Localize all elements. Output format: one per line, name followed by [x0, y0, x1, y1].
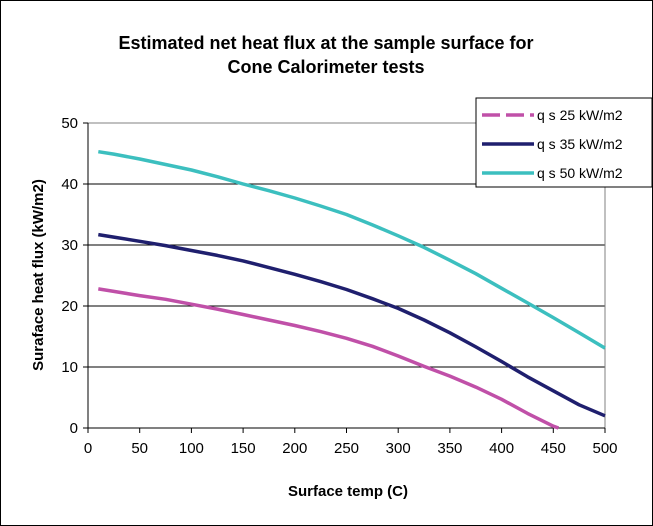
axes: [83, 122, 606, 433]
x-tick-label: 50: [131, 440, 148, 457]
series-line-3: [98, 149, 606, 350]
x-tick-label: 150: [231, 440, 256, 457]
chart-title: Estimated net heat flux at the sample su…: [118, 33, 533, 77]
x-tick-label: 400: [489, 440, 514, 457]
y-tick-label: 50: [61, 115, 78, 132]
x-tick-label: 300: [386, 440, 411, 457]
legend-label-1: q s 25 kW/m2: [537, 107, 623, 123]
x-tick-label: 350: [437, 440, 462, 457]
legend-label-3: q s 50 kW/m2: [537, 165, 623, 181]
y-tick-label: 20: [61, 298, 78, 315]
chart-title-line-2: Cone Calorimeter tests: [227, 57, 424, 77]
x-tick-label: 100: [179, 440, 204, 457]
y-axis-title: Suraface heat flux (kW/m2): [30, 179, 47, 371]
series-lines: [98, 149, 606, 430]
y-tick-labels: 0 10 20 30 40 50: [61, 115, 78, 437]
chart-title-line-1: Estimated net heat flux at the sample su…: [118, 33, 533, 53]
y-tick-label: 10: [61, 359, 78, 376]
x-tick-label: 0: [84, 440, 92, 457]
x-tick-labels: 0 50 100 150 200 250 300 350 400 450 500: [84, 440, 618, 457]
x-tick-label: 500: [592, 440, 617, 457]
series-line-2: [98, 232, 606, 418]
series-line-1: [98, 287, 560, 430]
x-tick-label: 250: [334, 440, 359, 457]
y-tick-label: 30: [61, 237, 78, 254]
x-axis-title: Surface temp (C): [288, 483, 408, 500]
legend-label-2: q s 35 kW/m2: [537, 136, 623, 152]
legend: q s 25 kW/m2 q s 35 kW/m2 q s 50 kW/m2: [475, 97, 653, 188]
y-tick-label: 40: [61, 176, 78, 193]
x-tick-label: 450: [541, 440, 566, 457]
y-tick-label: 0: [70, 420, 78, 437]
x-tick-label: 200: [282, 440, 307, 457]
